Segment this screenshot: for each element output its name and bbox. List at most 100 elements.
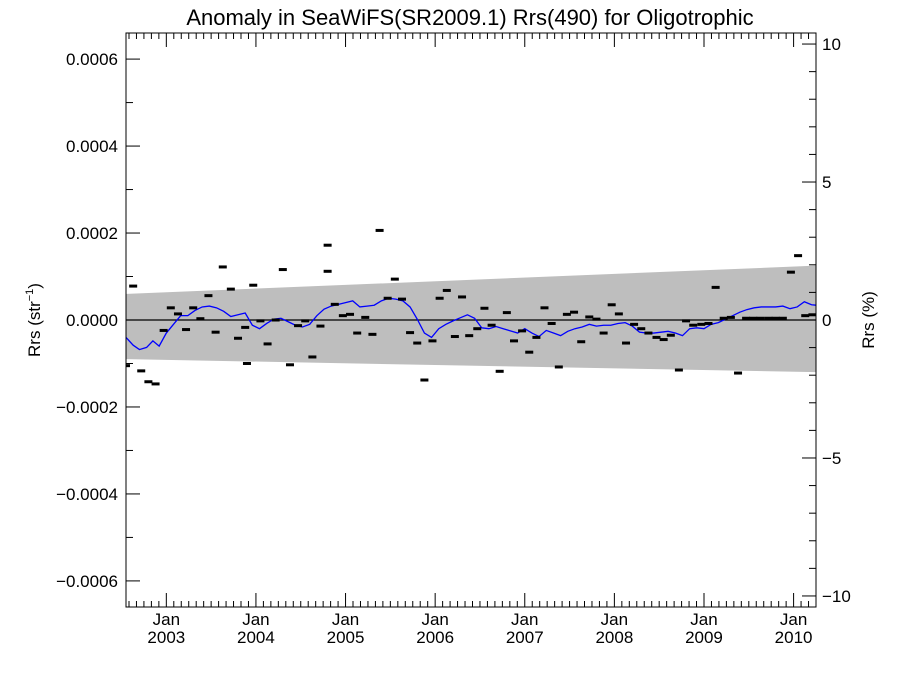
trend-line-layer — [126, 297, 816, 351]
data-points-layer — [126, 228, 816, 386]
x-tick-label-year: 2007 — [506, 628, 544, 647]
y-axis-left-label-tail: ) — [25, 283, 44, 289]
data-point — [487, 323, 496, 327]
data-point — [435, 296, 444, 300]
data-point — [242, 361, 251, 365]
data-point — [249, 283, 258, 287]
data-point — [734, 371, 743, 375]
data-point — [786, 270, 795, 274]
data-point — [749, 316, 758, 320]
data-point — [719, 316, 728, 320]
data-point — [413, 341, 422, 345]
x-tick-label-year: 2006 — [416, 628, 454, 647]
data-point — [585, 315, 594, 319]
data-point — [607, 303, 616, 307]
y-right-tick-label: −10 — [822, 587, 851, 606]
data-point — [398, 297, 406, 301]
data-point — [375, 228, 384, 232]
data-point — [592, 317, 601, 321]
data-point — [711, 285, 720, 289]
y-right-tick-label: 10 — [822, 35, 841, 54]
data-point — [166, 306, 175, 310]
data-point — [525, 350, 534, 354]
data-point — [652, 335, 661, 339]
data-point — [532, 335, 541, 339]
x-tick-label-month: Jan — [511, 610, 538, 629]
data-point — [330, 302, 339, 306]
y-left-tick-label: 0.0006 — [66, 50, 118, 69]
y-right-tick-label: 5 — [822, 173, 831, 192]
data-point — [689, 323, 698, 327]
data-point — [241, 325, 250, 329]
data-point — [196, 317, 205, 321]
data-point — [338, 314, 347, 318]
data-point — [637, 327, 646, 331]
y-left-tick-label: 0.0000 — [66, 311, 118, 330]
data-point — [189, 306, 198, 310]
data-point — [764, 316, 773, 320]
x-tick-label-year: 2004 — [237, 628, 275, 647]
data-point — [726, 315, 735, 319]
data-point — [383, 296, 392, 300]
y-axis-left: 0.0006 0.0004 0.0002 0.0000 −0.0002 −0.0004 −0… — [56, 50, 140, 591]
data-point — [129, 284, 138, 288]
data-point — [540, 306, 549, 310]
data-point — [562, 312, 571, 316]
data-point — [144, 380, 153, 384]
data-point — [794, 254, 803, 258]
data-point — [778, 316, 787, 320]
data-point — [256, 319, 265, 323]
data-point — [301, 319, 310, 323]
data-point — [554, 365, 563, 369]
data-point — [495, 369, 504, 373]
data-point — [323, 269, 332, 273]
data-point — [480, 306, 489, 310]
x-tick-label-month: Jan — [242, 610, 269, 629]
data-point — [234, 336, 243, 340]
y-left-tick-label: −0.0006 — [56, 572, 118, 591]
x-tick-label-month: Jan — [153, 610, 180, 629]
data-point — [218, 265, 227, 269]
y-axis-right-label: Rrs (%) — [859, 291, 878, 349]
x-axis: Jan2003Jan2004Jan2005Jan2006Jan2007Jan20… — [128, 33, 817, 647]
data-point — [570, 310, 579, 314]
data-point — [801, 314, 810, 318]
chart-title: Anomaly in SeaWiFS(SR2009.1) Rrs(490) fo… — [186, 5, 753, 30]
y-left-tick-label: −0.0002 — [56, 398, 118, 417]
data-point — [599, 331, 608, 335]
data-point — [622, 341, 631, 345]
data-point — [697, 322, 706, 326]
data-point — [742, 316, 751, 320]
data-point — [151, 382, 160, 386]
x-tick-label-year: 2010 — [775, 628, 813, 647]
data-point — [659, 338, 668, 342]
x-tick-label-year: 2003 — [147, 628, 185, 647]
data-point — [502, 311, 511, 315]
data-point — [630, 322, 639, 326]
y-axis-left-label-sup: −1 — [24, 289, 36, 302]
data-point — [644, 331, 653, 335]
data-point — [159, 328, 168, 332]
x-tick-label-year: 2009 — [685, 628, 723, 647]
data-point — [577, 340, 586, 344]
y-axis-left-label-base: Rrs (str — [25, 301, 44, 357]
data-point — [473, 327, 482, 331]
data-point — [353, 331, 362, 335]
data-point — [666, 333, 675, 337]
data-point — [428, 339, 437, 343]
data-point — [323, 243, 332, 247]
data-point — [450, 335, 459, 339]
confidence-band — [126, 265, 816, 373]
data-point — [390, 277, 399, 281]
data-point — [442, 288, 451, 292]
data-point — [211, 330, 220, 334]
x-tick-label-month: Jan — [332, 610, 359, 629]
data-point — [808, 313, 816, 317]
y-right-tick-label: −5 — [822, 449, 841, 468]
x-tick-label-month: Jan — [690, 610, 717, 629]
data-point — [126, 364, 130, 368]
data-point — [518, 329, 527, 333]
y-left-tick-label: −0.0004 — [56, 485, 118, 504]
data-point — [614, 312, 623, 316]
